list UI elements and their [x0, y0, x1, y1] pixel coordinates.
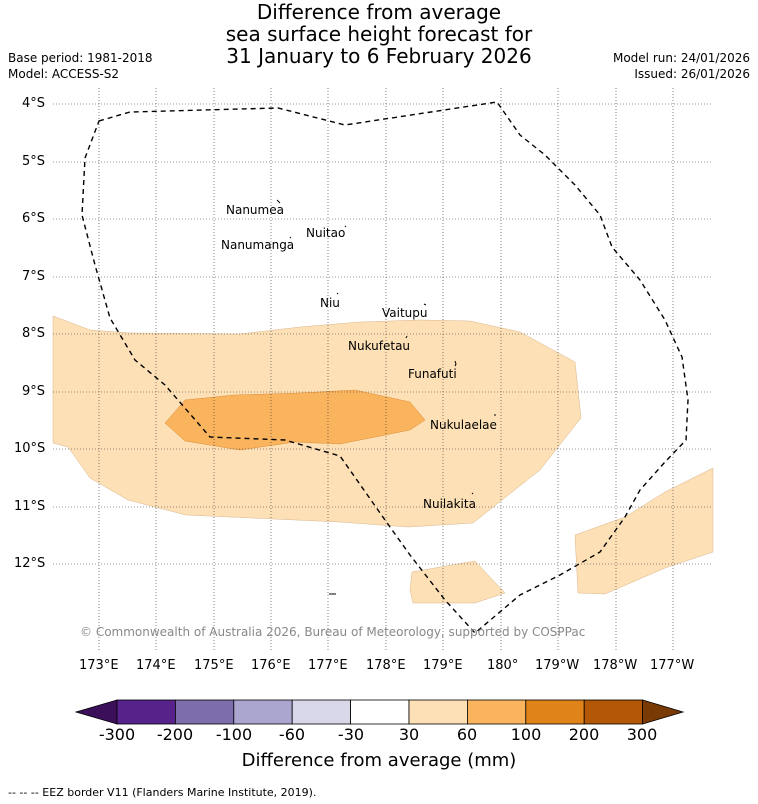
colorbar-bin-1 — [116, 699, 176, 725]
lat-tick-12s: 12°S — [14, 556, 46, 571]
lat-tick-9s: 9°S — [22, 384, 46, 399]
lon-tick-179w: 179°W — [535, 658, 580, 673]
colorbar-bin-4 — [291, 699, 352, 725]
lat-tick-5s: 5°S — [22, 154, 46, 169]
title-line-2: sea surface height forecast for — [225, 22, 533, 46]
island-label-vaitupu: Vaitupu — [382, 306, 428, 320]
colorbar-bin-5 — [350, 699, 410, 725]
lon-tick-178w: 178°W — [593, 658, 638, 673]
island-mark-nuilakita — [471, 492, 474, 495]
base-period: Base period: 1981-2018 — [8, 51, 153, 65]
colorbar-label-m100: -100 — [215, 725, 253, 744]
eez-border — [81, 101, 689, 634]
island-mark-nuitao — [344, 225, 347, 228]
lon-tick-175e: 175°E — [194, 658, 234, 673]
lat-tick-10s: 10°S — [14, 441, 46, 456]
island-label-funafuti: Funafuti — [408, 367, 457, 381]
title-line-1: Difference from average — [256, 0, 502, 24]
copyright-notice: © Commonwealth of Australia 2026, Bureau… — [80, 625, 585, 639]
colorbar-label-200: 200 — [568, 725, 600, 744]
lon-tick-180: 180° — [487, 658, 519, 673]
colorbar-label-100: 100 — [510, 725, 542, 744]
colorbar-bin-7 — [466, 699, 527, 725]
colorbar-label-m300: -300 — [98, 725, 136, 744]
colorbar-label-300: 300 — [626, 725, 658, 744]
colorbar-label-m200: -200 — [156, 725, 194, 744]
island-mark-nanumanga — [289, 236, 292, 239]
colorbar-label-m30: -30 — [337, 725, 365, 744]
title-line-3: 31 January to 6 February 2026 — [226, 44, 532, 68]
island-mark-niu — [336, 292, 339, 295]
lon-tick-177e: 177°E — [308, 658, 348, 673]
island-mark-nukufetau — [405, 335, 408, 339]
island-label-nukulaelae: Nukulaelae — [430, 418, 497, 432]
island-label-nuitao: Nuitao — [306, 226, 345, 240]
model-name: Model: ACCESS-S2 — [8, 67, 120, 81]
lon-tick-177w: 177°W — [650, 658, 695, 673]
colorbar-label-30: 30 — [398, 725, 420, 744]
island-mark-funafuti — [454, 360, 457, 367]
lon-tick-176e: 176°E — [251, 658, 291, 673]
island-label-nanumea: Nanumea — [226, 203, 284, 217]
colorbar-bin-9 — [583, 699, 644, 725]
lon-tick-179e: 179°E — [423, 658, 463, 673]
anomaly-region-30-60-south — [409, 560, 506, 604]
issued-date: Issued: 26/01/2026 — [634, 67, 750, 81]
anomaly-region-60-100 — [164, 389, 426, 451]
lon-tick-178e: 178°E — [366, 658, 406, 673]
lon-tick-174e: 174°E — [136, 658, 176, 673]
colorbar-label-60: 60 — [456, 725, 478, 744]
colorbar-title: Difference from average (mm) — [241, 750, 517, 771]
island-label-nukufetau: Nukufetau — [348, 339, 410, 353]
lon-tick-173e: 173°E — [79, 658, 119, 673]
island-label-nanumanga: Nanumanga — [221, 238, 294, 252]
lat-tick-6s: 6°S — [22, 211, 46, 226]
lat-tick-8s: 8°S — [22, 326, 46, 341]
lat-tick-11s: 11°S — [14, 499, 46, 514]
colorbar-bin-8 — [525, 699, 585, 725]
anomaly-region-30-60-east — [574, 467, 714, 595]
colorbar-extend-high — [642, 699, 685, 725]
graticule — [53, 88, 713, 650]
colorbar — [74, 699, 685, 725]
island-mark-nanumea — [276, 199, 281, 204]
model-run: Model run: 24/01/2026 — [612, 51, 750, 65]
colorbar-label-m60: -60 — [278, 725, 306, 744]
colorbar-extend-low — [74, 699, 118, 725]
colorbar-bin-3 — [233, 699, 293, 725]
island-label-niu: Niu — [320, 296, 340, 310]
island-marks — [276, 199, 496, 595]
lat-tick-4s: 4°S — [22, 96, 46, 111]
lat-tick-7s: 7°S — [22, 269, 46, 284]
island-label-nuilakita: Nuilakita — [423, 497, 476, 511]
eez-footnote: -- -- -- EEZ border V11 (Flanders Marine… — [8, 786, 317, 799]
colorbar-bin-6 — [408, 699, 468, 725]
island-mark-vaitupu — [423, 303, 427, 306]
colorbar-bin-2 — [174, 699, 235, 725]
